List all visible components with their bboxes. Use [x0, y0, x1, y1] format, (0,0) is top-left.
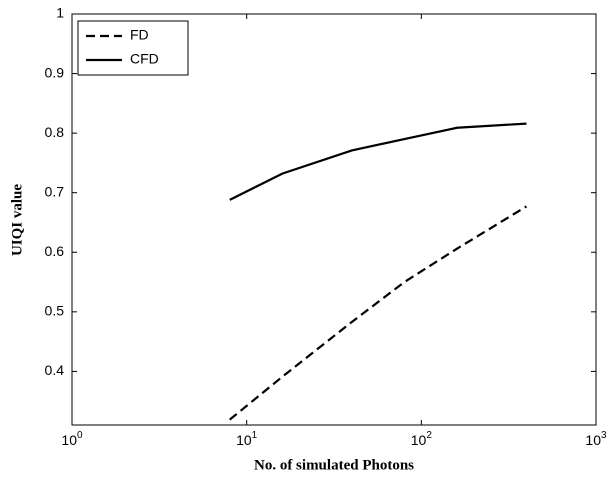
x-tick-exponent: 1 [252, 430, 258, 441]
x-tick-label: 103 [585, 430, 607, 448]
x-tick-base: 10 [236, 432, 252, 448]
x-tick-label: 101 [236, 430, 258, 448]
y-tick-label: 0.4 [45, 362, 65, 378]
y-tick-label: 0.5 [45, 303, 65, 319]
x-tick-exponent: 3 [601, 430, 607, 441]
x-tick-label: 102 [411, 430, 433, 448]
legend-label: FD [130, 27, 149, 43]
line-series [229, 205, 528, 421]
x-axis-label: No. of simulated Photons [254, 457, 414, 473]
y-tick-label: 0.8 [45, 124, 65, 140]
x-tick-exponent: 0 [77, 430, 83, 441]
legend-label: CFD [130, 51, 159, 67]
x-tick-base: 10 [585, 432, 601, 448]
legend-box [77, 20, 189, 76]
x-tick-base: 10 [411, 432, 427, 448]
line-series [229, 122, 527, 201]
y-tick-label: 1 [56, 5, 64, 21]
y-tick-label: 0.7 [45, 183, 65, 199]
y-tick-label: 0.9 [45, 64, 65, 80]
x-tick-base: 10 [61, 432, 77, 448]
x-tick-label: 100 [61, 430, 83, 448]
x-tick-exponent: 2 [426, 430, 432, 441]
y-tick-label: 0.6 [45, 243, 65, 259]
y-axis-label: UIQI value [9, 184, 25, 256]
plot-frame [71, 13, 597, 426]
